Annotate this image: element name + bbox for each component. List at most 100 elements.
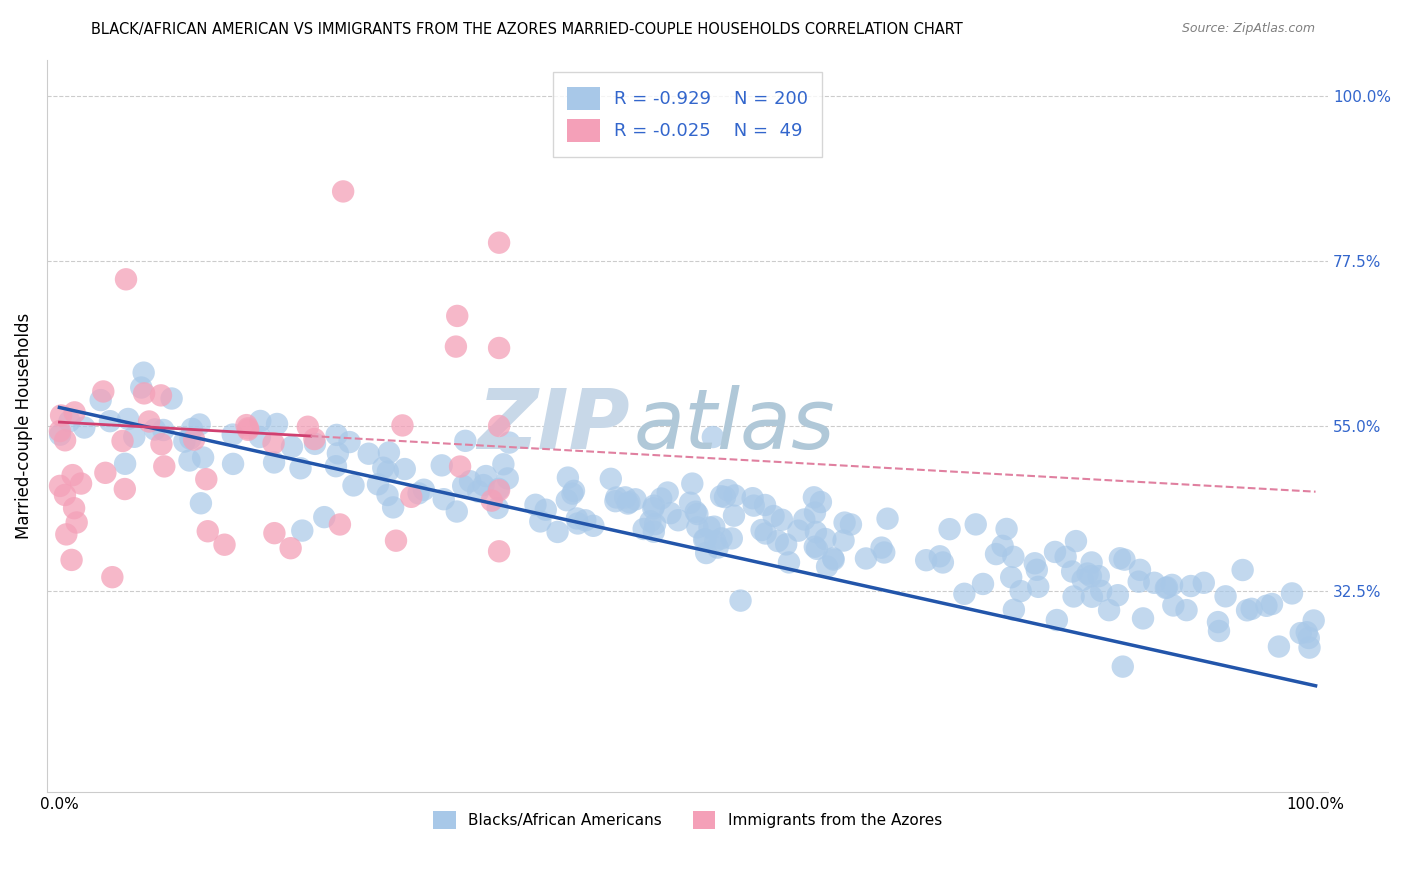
Point xyxy=(762,509,785,524)
Point xyxy=(720,532,742,546)
Point xyxy=(547,524,569,539)
Point xyxy=(249,414,271,428)
Point xyxy=(643,501,665,516)
Point xyxy=(870,541,893,555)
Point xyxy=(754,498,776,512)
Point xyxy=(666,513,689,527)
Point xyxy=(876,511,898,525)
Point xyxy=(534,502,557,516)
Point xyxy=(391,418,413,433)
Point xyxy=(561,486,583,500)
Point xyxy=(66,516,89,530)
Point xyxy=(1143,575,1166,590)
Point xyxy=(915,553,938,567)
Point xyxy=(190,496,212,510)
Point xyxy=(73,420,96,434)
Point xyxy=(1063,590,1085,604)
Point xyxy=(965,517,987,532)
Point xyxy=(679,496,702,510)
Point xyxy=(1002,603,1025,617)
Point xyxy=(1000,570,1022,584)
Point xyxy=(195,472,218,486)
Point xyxy=(160,392,183,406)
Point xyxy=(633,522,655,536)
Point xyxy=(567,516,589,531)
Point xyxy=(222,427,245,442)
Point xyxy=(643,499,665,513)
Point xyxy=(458,475,481,489)
Point xyxy=(804,506,827,520)
Point xyxy=(775,537,797,551)
Point xyxy=(695,546,717,560)
Point xyxy=(488,483,510,498)
Point xyxy=(681,476,703,491)
Point xyxy=(129,380,152,394)
Point xyxy=(657,485,679,500)
Point xyxy=(723,508,745,523)
Point xyxy=(810,495,832,509)
Point xyxy=(412,483,434,497)
Point xyxy=(263,526,285,541)
Point xyxy=(928,549,950,564)
Point xyxy=(650,491,672,506)
Point xyxy=(695,533,717,547)
Point xyxy=(188,417,211,432)
Point xyxy=(938,522,960,536)
Point xyxy=(1208,624,1230,638)
Point xyxy=(446,504,468,518)
Point xyxy=(823,551,845,566)
Point xyxy=(150,437,173,451)
Point xyxy=(94,466,117,480)
Point xyxy=(1002,549,1025,564)
Text: ZIP: ZIP xyxy=(477,385,630,467)
Point xyxy=(325,428,347,442)
Point xyxy=(742,499,765,513)
Point xyxy=(984,547,1007,561)
Point xyxy=(730,593,752,607)
Point xyxy=(1026,580,1049,594)
Point xyxy=(481,493,503,508)
Point xyxy=(235,418,257,433)
Point xyxy=(1080,569,1102,583)
Point xyxy=(433,492,456,507)
Point xyxy=(582,518,605,533)
Point xyxy=(60,553,83,567)
Point xyxy=(377,465,399,479)
Point xyxy=(222,457,245,471)
Point xyxy=(1112,659,1135,673)
Point xyxy=(454,434,477,448)
Point xyxy=(702,430,724,444)
Point xyxy=(357,447,380,461)
Point xyxy=(1206,615,1229,629)
Point xyxy=(467,484,489,499)
Point xyxy=(143,422,166,436)
Point xyxy=(714,490,737,504)
Point xyxy=(486,500,509,515)
Point xyxy=(373,460,395,475)
Point xyxy=(1156,581,1178,595)
Point xyxy=(778,556,800,570)
Point xyxy=(134,386,156,401)
Point xyxy=(451,479,474,493)
Point xyxy=(492,458,515,472)
Point xyxy=(183,433,205,447)
Point xyxy=(529,515,551,529)
Point xyxy=(1154,581,1177,595)
Point xyxy=(1261,597,1284,611)
Point xyxy=(1064,534,1087,549)
Point xyxy=(751,523,773,537)
Point xyxy=(686,507,709,521)
Point xyxy=(488,419,510,434)
Point xyxy=(1161,578,1184,592)
Point xyxy=(1098,603,1121,617)
Point xyxy=(325,459,347,474)
Point xyxy=(124,430,146,444)
Point xyxy=(617,496,640,510)
Point xyxy=(793,512,815,526)
Point xyxy=(249,430,271,444)
Text: BLACK/AFRICAN AMERICAN VS IMMIGRANTS FROM THE AZORES MARRIED-COUPLE HOUSEHOLDS C: BLACK/AFRICAN AMERICAN VS IMMIGRANTS FRO… xyxy=(91,22,963,37)
Point xyxy=(472,478,495,492)
Point xyxy=(555,493,578,508)
Point xyxy=(55,527,77,541)
Point xyxy=(972,577,994,591)
